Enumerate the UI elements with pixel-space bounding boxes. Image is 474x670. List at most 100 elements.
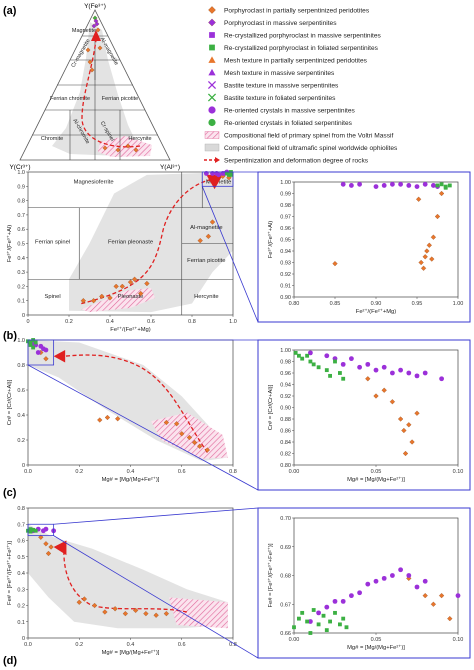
panel-b-inset-point-1-4 bbox=[381, 183, 387, 188]
panel-c-inset-point-2-2 bbox=[300, 356, 305, 361]
b-field-label-7: Pleonaste bbox=[118, 294, 144, 300]
panel-b-inset-ytick-3: 0.93 bbox=[280, 261, 291, 267]
ternary-field-hercynite: Hercynite bbox=[128, 136, 151, 142]
b-zoom-box bbox=[201, 171, 234, 187]
panel-d-ylabel: Fe# = [Fe³⁺/(Fe³⁺+Fe²⁺)] bbox=[6, 541, 13, 605]
panel-d-inset-ylabel: Fe# = [Fe³⁺/(Fe³⁺+Fe²⁺)] bbox=[267, 543, 274, 607]
panel-c-inset-point-1-5 bbox=[357, 364, 362, 370]
panel-c-inset-xtick-0: 0.00 bbox=[289, 469, 300, 475]
panel-d-inset-xlabel: Mg# = [Mg/(Mg+Fe²⁺)] bbox=[347, 644, 405, 651]
ternary-grey-field bbox=[52, 22, 140, 156]
panel-c-xtick-0: 0.0 bbox=[24, 469, 32, 475]
panel-label-c: (c) bbox=[3, 487, 17, 499]
ternary-apex-left: Y(Cr³⁺) bbox=[9, 164, 30, 171]
panel-b-inset-xtick-4: 1.00 bbox=[453, 301, 464, 307]
panel-b-xtick-1: 0.2 bbox=[65, 319, 73, 325]
panel-b-point-0-4 bbox=[113, 283, 119, 290]
panel-c-inset-ytick-0: 0.80 bbox=[280, 463, 291, 469]
legend-label-6: Bastite texture in massive serpentinites bbox=[224, 83, 339, 90]
panel-c-inset-point-2-6 bbox=[316, 365, 321, 370]
panel-b-ytick-3: 0.3 bbox=[17, 270, 25, 276]
panel-b-inset-point-0-6 bbox=[429, 256, 435, 262]
panel-b-inset-point-0-8 bbox=[434, 213, 441, 220]
b-trend-arrow bbox=[81, 178, 213, 305]
panel-b-xtick-3: 0.6 bbox=[147, 319, 155, 325]
panel-c-inset-ytick-3: 0.86 bbox=[280, 429, 291, 435]
panel-c-point-2-1 bbox=[28, 340, 33, 345]
panel-d-inset-xtick-2: 0.10 bbox=[453, 637, 464, 643]
panel-c-point-2-2 bbox=[28, 343, 33, 347]
panel-c-point-0-10 bbox=[197, 443, 203, 449]
panel-d-inset-point-1-2 bbox=[324, 604, 330, 610]
legend-label-10: Compositional field of primary spinel fr… bbox=[224, 133, 393, 140]
panel-d-inset-point-1-3 bbox=[332, 598, 338, 604]
panel-b-inset-point-2-4 bbox=[443, 185, 448, 190]
panel-d-inset-ytick-3: 0.69 bbox=[280, 545, 291, 551]
panel-d-point-0-3 bbox=[45, 550, 52, 557]
panel-c-inset-point-1-14 bbox=[439, 376, 444, 382]
ternary-apex-right: Y(Al³⁺) bbox=[160, 164, 180, 171]
panel-c-point-0-4 bbox=[115, 416, 121, 422]
panel-d-point-0-1 bbox=[43, 541, 49, 547]
panel-d-xtick-4: 0.8 bbox=[229, 642, 237, 648]
panel-d-ytick-4: 0.4 bbox=[17, 571, 25, 577]
panel-b-inset-ytick-5: 0.95 bbox=[280, 238, 291, 244]
b-field-label-3: Ferrian pleonaste bbox=[108, 240, 153, 246]
legend-marker-2 bbox=[209, 32, 215, 38]
panel-c-inset-point-0-0 bbox=[365, 376, 371, 382]
legend-marker-6 bbox=[207, 80, 217, 90]
panel-b-inset-point-0-3 bbox=[422, 254, 428, 260]
panel-c-inset-point-1-9 bbox=[390, 370, 395, 376]
panel-b-inset-ytick-9: 0.99 bbox=[280, 192, 291, 198]
panel-c-inset-ytick-5: 0.90 bbox=[280, 406, 291, 412]
panel-label-a: (a) bbox=[3, 5, 17, 17]
panel-b-inset-point-0-7 bbox=[430, 234, 437, 240]
panel-b-point-2-4 bbox=[229, 172, 233, 177]
panel-c-inset-point-2-11 bbox=[341, 376, 346, 381]
panel-d-inset-ytick-2: 0.68 bbox=[280, 574, 291, 580]
panel-b-ytick-10: 1.0 bbox=[17, 170, 25, 176]
panel-b-inset-xtick-0: 0.80 bbox=[289, 301, 300, 307]
panel-b-ytick-0: 0 bbox=[22, 313, 25, 319]
panel-b-point-1-3 bbox=[216, 172, 222, 178]
panel-c-inset-point-0-9 bbox=[381, 387, 387, 393]
panel-d-point-2-3 bbox=[28, 529, 33, 534]
legend-label-0: Porphyroclast in partially serpentinized… bbox=[224, 8, 370, 15]
panel-b-point-0-0 bbox=[80, 298, 86, 304]
panel-d-inset-point-1-15 bbox=[455, 593, 461, 599]
panel-b-inset-ytick-8: 0.98 bbox=[280, 203, 291, 209]
panel-b-inset-point-1-2 bbox=[357, 181, 362, 187]
b-field-label-4: Al-magnetite bbox=[190, 225, 223, 231]
legend-label-3: Re-crystallized porphyroclast in foliate… bbox=[224, 45, 379, 52]
panel-label-d: (d) bbox=[3, 655, 17, 667]
panel-c-inset-point-1-8 bbox=[381, 364, 387, 370]
panel-b-inset-ytick-10: 1.00 bbox=[280, 180, 291, 186]
panel-b-point-0-5 bbox=[119, 283, 125, 290]
panel-b-inset-point-1-5 bbox=[390, 181, 395, 187]
panel-c-inset-point-2-8 bbox=[328, 373, 332, 378]
panel-d-inset-point-2-11 bbox=[338, 622, 342, 627]
ternary-diagram: Y(Fe³⁺) Y(Cr³⁺) Y(Al³⁺) Magnetite Cr-mag… bbox=[9, 3, 180, 171]
panel-d-xtick-3: 0.6 bbox=[178, 642, 186, 648]
ternary-point-5 bbox=[85, 47, 91, 53]
panel-c-inset-point-2-9 bbox=[333, 359, 337, 364]
legend-arrow-head bbox=[215, 157, 220, 163]
panel-c-point-0-6 bbox=[174, 421, 180, 427]
panel-b-inset-point-0-0 bbox=[332, 261, 338, 267]
legend-label-9: Re-oriented crystals in foliated serpent… bbox=[224, 120, 353, 127]
b-field-label-1: Magnetite bbox=[206, 179, 231, 185]
panel-c-inset-point-1-13 bbox=[422, 370, 428, 376]
ternary-point-7 bbox=[89, 67, 95, 73]
legend-label-7: Bastite texture in foliated serpentinite… bbox=[224, 95, 336, 102]
panel-d-point-0-8 bbox=[112, 606, 118, 612]
panel-c-inset-point-2-4 bbox=[308, 359, 313, 364]
legend-label-2: Re-crystallized porphyroclast in massive… bbox=[224, 33, 382, 40]
panel-c-ytick-4: 0.8 bbox=[17, 363, 25, 369]
d-hatch-field bbox=[168, 597, 228, 629]
panel-c-inset-point-1-4 bbox=[349, 356, 354, 362]
panel-c-inset-point-0-1 bbox=[373, 393, 379, 399]
d-zoom-line-2 bbox=[53, 535, 259, 659]
panel-d-point-1-3 bbox=[43, 526, 49, 532]
panel-b-ytick-1: 0.1 bbox=[17, 299, 25, 305]
panel-c-ytick-0: 0 bbox=[22, 463, 25, 469]
